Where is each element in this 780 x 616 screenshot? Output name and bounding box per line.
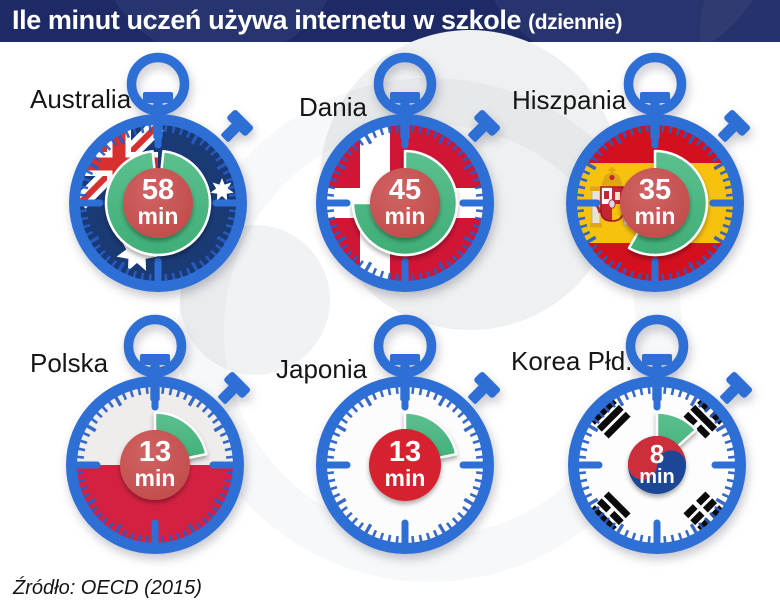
svg-text:13: 13 [139, 436, 171, 468]
country-label-polska: Polska [30, 348, 109, 378]
stopwatch-japonia: 13 min [289, 310, 521, 572]
stopwatch-australia: 58 min [42, 48, 274, 310]
page-title-text: Ile minut uczeń używa internetu w szkole [12, 5, 522, 35]
svg-text:min: min [385, 203, 426, 229]
header-bar: Ile minut uczeń używa internetu w szkole… [0, 0, 780, 42]
svg-text:min: min [135, 465, 176, 491]
country-label-korea-pld: Korea Płd. [511, 346, 633, 376]
svg-text:45: 45 [389, 174, 421, 206]
stopwatch-dania: 45 min [289, 48, 521, 310]
stopwatch-hiszpania: 35 min [539, 48, 771, 310]
svg-text:min: min [138, 203, 179, 229]
country-label-dania: Dania [299, 92, 367, 122]
svg-text:35: 35 [639, 174, 671, 206]
svg-text:58: 58 [142, 174, 174, 206]
svg-text:13: 13 [389, 436, 421, 468]
svg-text:min: min [639, 466, 675, 488]
stopwatch-polska: 13 min [39, 310, 271, 572]
page-title-suffix: (dziennie) [528, 11, 623, 34]
stopwatch-korea-pld: 8 min [541, 310, 773, 572]
svg-text:min: min [385, 465, 426, 491]
country-label-hiszpania: Hiszpania [512, 85, 627, 115]
svg-text:min: min [635, 203, 676, 229]
country-label-japonia: Japonia [276, 354, 368, 384]
page-title: Ile minut uczeń używa internetu w szkole… [0, 0, 780, 42]
source-note: Źródło: OECD (2015) [13, 577, 202, 599]
country-label-australia: Australia [30, 84, 132, 114]
header-watermark-circle [700, 0, 780, 42]
svg-text:8: 8 [650, 439, 664, 469]
